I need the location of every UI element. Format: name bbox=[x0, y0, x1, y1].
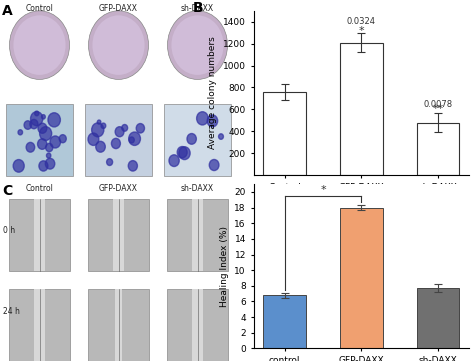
FancyBboxPatch shape bbox=[85, 104, 152, 176]
Circle shape bbox=[24, 121, 32, 129]
Y-axis label: Healing Index (%): Healing Index (%) bbox=[220, 226, 229, 307]
Circle shape bbox=[59, 135, 66, 143]
FancyBboxPatch shape bbox=[89, 199, 148, 271]
Circle shape bbox=[115, 127, 124, 137]
Circle shape bbox=[97, 120, 101, 124]
Circle shape bbox=[26, 142, 35, 152]
Circle shape bbox=[30, 112, 43, 126]
Circle shape bbox=[96, 141, 105, 152]
Circle shape bbox=[122, 125, 128, 131]
Circle shape bbox=[136, 123, 145, 133]
Text: *: * bbox=[359, 26, 364, 36]
Circle shape bbox=[88, 133, 99, 145]
Circle shape bbox=[89, 11, 148, 79]
Bar bbox=[113, 199, 124, 271]
FancyBboxPatch shape bbox=[164, 104, 231, 176]
Circle shape bbox=[9, 11, 70, 79]
Text: GFP-DAXX: GFP-DAXX bbox=[99, 4, 138, 13]
Circle shape bbox=[18, 130, 23, 135]
Text: sh-DAXX: sh-DAXX bbox=[181, 4, 214, 13]
Circle shape bbox=[46, 153, 51, 158]
Text: 0.0324: 0.0324 bbox=[347, 17, 376, 26]
Circle shape bbox=[207, 115, 218, 127]
FancyBboxPatch shape bbox=[6, 104, 73, 176]
Circle shape bbox=[167, 11, 228, 79]
Circle shape bbox=[177, 147, 187, 158]
Bar bbox=[34, 199, 45, 271]
Circle shape bbox=[40, 127, 52, 140]
Circle shape bbox=[197, 112, 208, 125]
Text: Control: Control bbox=[26, 184, 54, 193]
Circle shape bbox=[41, 115, 46, 119]
Text: 0 h: 0 h bbox=[3, 226, 15, 235]
Circle shape bbox=[111, 138, 120, 149]
Circle shape bbox=[92, 15, 145, 75]
Circle shape bbox=[38, 123, 47, 133]
Bar bbox=[192, 289, 203, 361]
Bar bbox=[192, 199, 203, 271]
Circle shape bbox=[209, 160, 219, 170]
FancyBboxPatch shape bbox=[167, 289, 228, 361]
Text: sh-DAXX: sh-DAXX bbox=[181, 184, 214, 193]
Circle shape bbox=[107, 158, 113, 165]
Circle shape bbox=[48, 113, 60, 127]
Circle shape bbox=[13, 15, 65, 75]
Circle shape bbox=[187, 134, 196, 144]
Bar bbox=[340, 43, 383, 175]
FancyBboxPatch shape bbox=[9, 289, 70, 361]
Bar bbox=[264, 92, 306, 175]
Circle shape bbox=[179, 147, 190, 160]
Circle shape bbox=[39, 161, 48, 171]
Circle shape bbox=[219, 134, 223, 139]
Circle shape bbox=[128, 132, 140, 145]
Circle shape bbox=[35, 111, 39, 116]
Bar bbox=[340, 208, 383, 348]
Text: GFP-DAXX: GFP-DAXX bbox=[99, 184, 138, 193]
Bar bbox=[115, 289, 122, 361]
Circle shape bbox=[46, 143, 53, 152]
Circle shape bbox=[169, 155, 179, 166]
Bar bbox=[417, 122, 459, 175]
Text: 24 h: 24 h bbox=[3, 307, 20, 316]
Text: **: ** bbox=[433, 104, 444, 114]
Text: 0.0078: 0.0078 bbox=[424, 100, 453, 109]
Y-axis label: Average colony numbers: Average colony numbers bbox=[209, 36, 218, 149]
Text: *: * bbox=[320, 186, 326, 195]
Text: A: A bbox=[2, 4, 13, 18]
Circle shape bbox=[50, 136, 61, 148]
Circle shape bbox=[91, 123, 104, 137]
Bar bbox=[417, 288, 459, 348]
Circle shape bbox=[172, 15, 224, 75]
FancyBboxPatch shape bbox=[167, 199, 228, 271]
Text: C: C bbox=[2, 184, 13, 198]
Circle shape bbox=[13, 160, 24, 172]
FancyBboxPatch shape bbox=[9, 199, 70, 271]
Bar bbox=[264, 295, 306, 348]
Circle shape bbox=[128, 161, 137, 171]
Text: Control: Control bbox=[26, 4, 54, 13]
FancyBboxPatch shape bbox=[89, 289, 148, 361]
Circle shape bbox=[129, 137, 134, 143]
Bar bbox=[34, 289, 45, 361]
Circle shape bbox=[101, 123, 106, 129]
Circle shape bbox=[37, 139, 47, 149]
Circle shape bbox=[30, 119, 38, 129]
Text: B: B bbox=[193, 1, 204, 15]
Circle shape bbox=[46, 158, 55, 169]
